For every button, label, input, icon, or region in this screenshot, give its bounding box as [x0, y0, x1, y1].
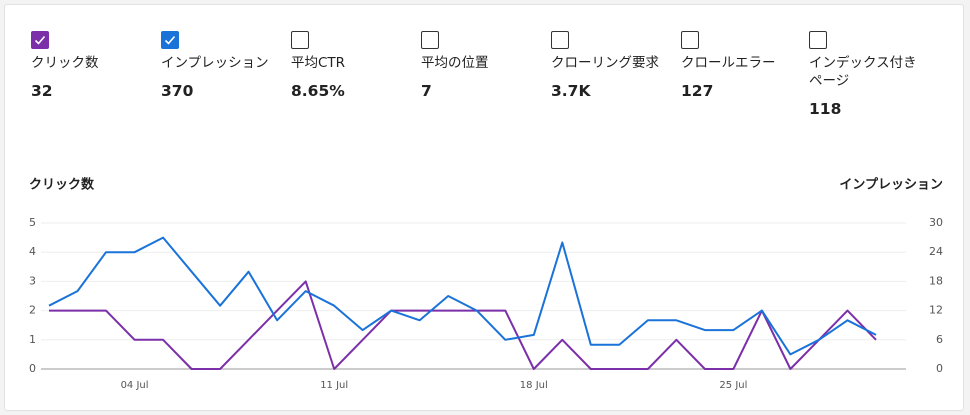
series-line: [49, 280, 877, 370]
metric-label: インデックス付きページ: [809, 55, 917, 89]
metric-label: インプレッション: [161, 55, 269, 71]
metric-value: 32: [31, 82, 53, 100]
metric-value: 7: [421, 82, 432, 100]
card: クリック数 32 インプレッション 370 平均CTR 8.65% 平均の位置 7 クローリング…: [4, 4, 964, 411]
y-tick-label: 3: [29, 274, 36, 287]
checkbox[interactable]: [809, 31, 827, 49]
metric-value: 118: [809, 100, 842, 118]
checkbox[interactable]: [161, 31, 179, 49]
y-tick-label: 4: [29, 245, 36, 258]
x-tick-label: 11 Jul: [320, 380, 348, 391]
metric-card[interactable]: 平均の位置 7: [421, 31, 536, 100]
y-tick-label: 0: [29, 362, 36, 375]
metric-card[interactable]: クロールエラー 127: [681, 31, 796, 100]
metric-value: 8.65%: [291, 82, 345, 100]
metric-value: 127: [681, 82, 714, 100]
y2-tick-label: 6: [936, 333, 943, 346]
checkbox[interactable]: [681, 31, 699, 49]
check-icon: [34, 35, 46, 45]
x-tick-label: 18 Jul: [520, 380, 548, 391]
y2-axis-title: インプレッション: [839, 178, 943, 193]
metric-value: 370: [161, 82, 194, 100]
check-path: [34, 35, 46, 45]
y-tick-label: 2: [29, 304, 36, 317]
y-axis-title: クリック数: [29, 177, 95, 193]
checkbox[interactable]: [31, 31, 49, 49]
check-icon: [164, 35, 176, 45]
metric-label: 平均の位置: [421, 55, 489, 71]
metric-value: 3.7K: [551, 82, 591, 100]
y2-tick-label: 12: [929, 304, 943, 317]
metric-card[interactable]: クローリング要求 3.7K: [551, 31, 666, 100]
metric-label: クリック数: [31, 55, 99, 71]
x-tick-label: 25 Jul: [719, 380, 747, 391]
y2-tick-label: 18: [929, 274, 943, 287]
metric-card[interactable]: インデックス付きページ 118: [809, 31, 924, 118]
metric-label: クローリング要求: [551, 55, 659, 71]
series-line: [48, 236, 877, 356]
metric-card[interactable]: 平均CTR 8.65%: [291, 31, 406, 100]
metric-card[interactable]: クリック数 32: [31, 31, 146, 100]
x-tick-label: 04 Jul: [121, 380, 149, 391]
check-path: [164, 35, 176, 45]
checkbox[interactable]: [551, 31, 569, 49]
y-tick-label: 5: [29, 216, 36, 229]
metric-label: クロールエラー: [681, 55, 776, 71]
y2-tick-label: 0: [936, 362, 943, 375]
metric-label: 平均CTR: [291, 55, 346, 71]
y2-tick-label: 24: [929, 245, 943, 258]
y2-tick-label: 30: [929, 216, 943, 229]
checkbox[interactable]: [421, 31, 439, 49]
y-tick-label: 1: [29, 333, 36, 346]
metric-card[interactable]: インプレッション 370: [161, 31, 276, 100]
checkbox[interactable]: [291, 31, 309, 49]
